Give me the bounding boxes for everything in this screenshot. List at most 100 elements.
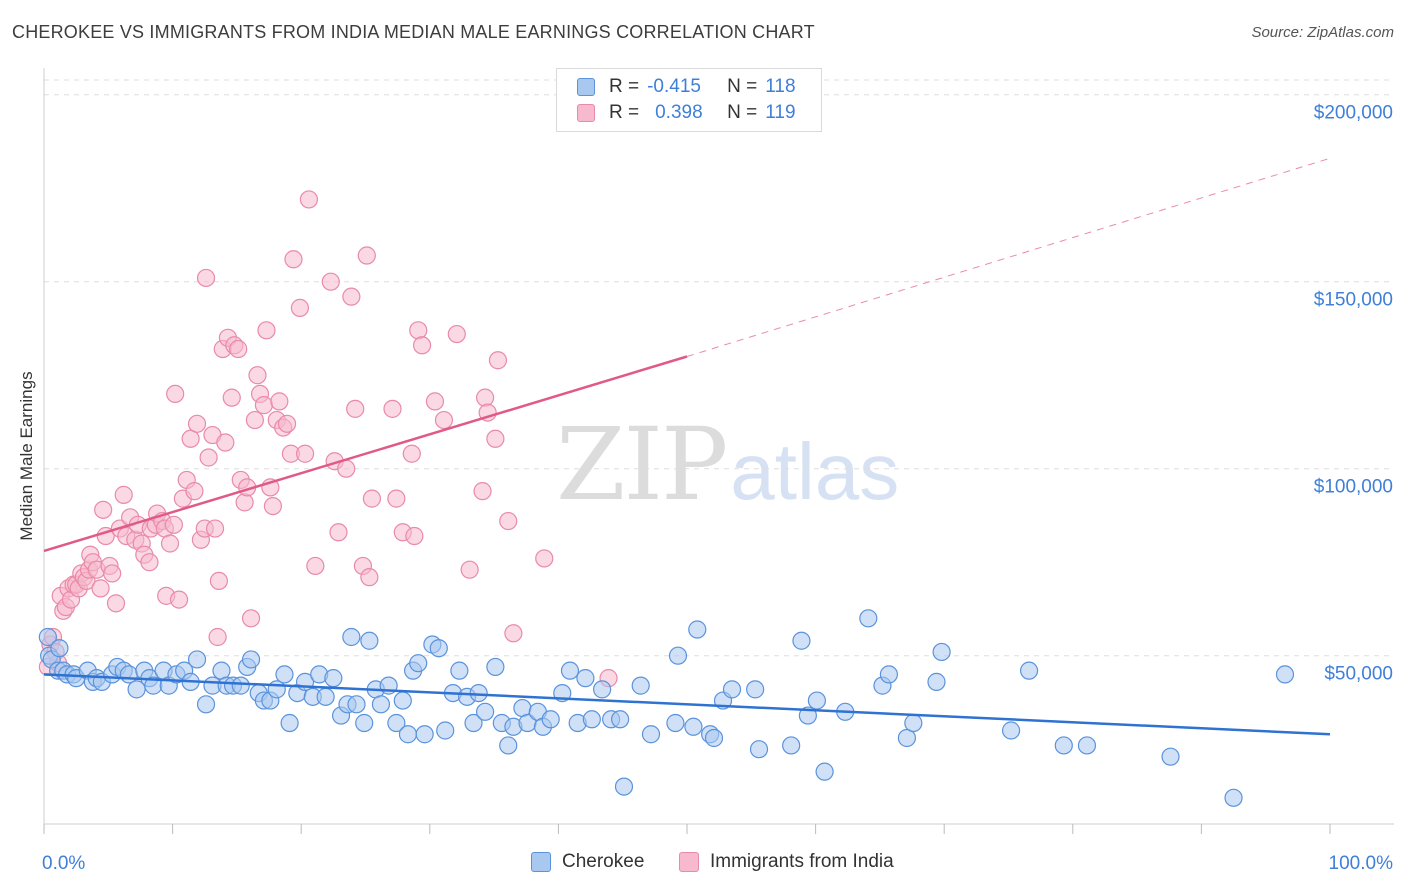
watermark-zip: ZIP (556, 406, 728, 523)
cherokee-point (436, 721, 455, 740)
india-point (160, 534, 180, 553)
legend-swatch-cherokee (531, 852, 551, 872)
india-point (425, 392, 445, 411)
source-label: Source: ZipAtlas.com (1251, 24, 1394, 41)
india-point (337, 459, 356, 478)
legend-swatch-india (577, 104, 595, 122)
y-axis-label: Median Male Earnings (17, 371, 36, 540)
tick-labels: $50,000 $100,000 $150,000 $200,000 0.0% 100.0… (42, 103, 1393, 874)
legend-item-cherokee[interactable]: Cherokee (531, 851, 644, 873)
legend-label-cherokee: Cherokee (562, 851, 645, 872)
cherokee-point (38, 627, 57, 647)
india-trend-line (43, 355, 688, 553)
india-point (205, 519, 225, 538)
cherokee-point (932, 642, 951, 662)
cherokee-point (371, 695, 391, 714)
legend-n-label: N = (727, 102, 758, 123)
cherokee-point (722, 680, 742, 699)
india-point (91, 579, 110, 598)
cherokee-point (631, 676, 650, 695)
cherokee-point (746, 680, 765, 699)
india-point (329, 523, 348, 542)
india-point (181, 429, 200, 448)
series-legend: Cherokee Immigrants from India (0, 851, 1406, 877)
india-point (412, 336, 432, 355)
cherokee-point (541, 710, 560, 729)
cherokee-point (582, 710, 601, 729)
cherokee-point (593, 680, 612, 699)
india-point (94, 500, 113, 519)
cherokee-point (409, 654, 428, 673)
cherokee-point (267, 680, 286, 699)
india-point (409, 321, 428, 340)
cherokee-point (275, 665, 294, 684)
india-point (166, 384, 185, 403)
gridlines (44, 79, 1394, 657)
cherokee-point (464, 713, 483, 733)
cherokee-point (611, 710, 630, 729)
india-point (241, 609, 261, 628)
india-point (277, 414, 297, 433)
india-point (383, 399, 402, 418)
legend-item-india[interactable]: Immigrants from India (679, 851, 894, 873)
india-points (38, 190, 618, 688)
cherokee-point (1019, 661, 1039, 680)
cherokee-point (879, 665, 899, 684)
legend-r-label: R = (609, 102, 640, 123)
cherokee-point (486, 657, 505, 677)
legend-swatch-india (679, 852, 699, 872)
india-point (306, 556, 325, 576)
cherokee-point (415, 725, 434, 744)
cherokee-point (316, 687, 335, 706)
cherokee-point (280, 713, 299, 733)
cherokee-point (704, 728, 724, 748)
legend-n-label: N = (727, 76, 758, 97)
india-point (222, 388, 241, 407)
cherokee-point (324, 669, 343, 688)
india-point (447, 324, 466, 344)
stats-legend: R = -0.415 N = 118 R = 0.398 N = 119 (556, 68, 822, 132)
cherokee-point (749, 740, 769, 759)
india-point (535, 549, 554, 568)
cherokee-point (666, 713, 685, 733)
india-point (248, 366, 267, 385)
cherokee-point (475, 702, 495, 721)
india-point (196, 268, 216, 288)
india-point (387, 489, 406, 508)
y-tick-label: $100,000 (1314, 477, 1393, 498)
cherokee-point (187, 650, 207, 669)
india-point (362, 489, 382, 508)
watermark-atlas: atlas (730, 427, 900, 516)
cherokee-point (641, 725, 661, 744)
india-point (504, 624, 523, 643)
india-point (209, 571, 228, 591)
india-point (475, 388, 495, 407)
india-point (346, 399, 365, 418)
india-point (263, 497, 283, 516)
cherokee-point (50, 639, 69, 658)
india-point (216, 433, 235, 452)
legend-n-value: 119 (765, 102, 796, 123)
legend-r-value: 0.398 (655, 102, 703, 123)
cherokee-point (429, 639, 448, 658)
cherokee-point (231, 676, 250, 695)
india-point (106, 594, 126, 613)
india-point (208, 627, 227, 647)
cherokee-point (1077, 736, 1097, 755)
cherokee-point (119, 665, 138, 684)
india-point (103, 564, 122, 583)
y-tick-label: $50,000 (1324, 664, 1393, 685)
cherokee-point (614, 777, 634, 796)
cherokee-point (398, 725, 418, 744)
india-point (140, 553, 159, 572)
india-point (270, 392, 289, 411)
cherokee-point (450, 661, 469, 680)
india-point (357, 246, 376, 265)
cherokee-point (360, 631, 379, 650)
watermark: ZIPatlas (556, 406, 899, 523)
india-point (486, 429, 505, 448)
cherokee-points (38, 609, 1295, 807)
cherokee-point (668, 646, 688, 665)
india-point (185, 482, 204, 501)
